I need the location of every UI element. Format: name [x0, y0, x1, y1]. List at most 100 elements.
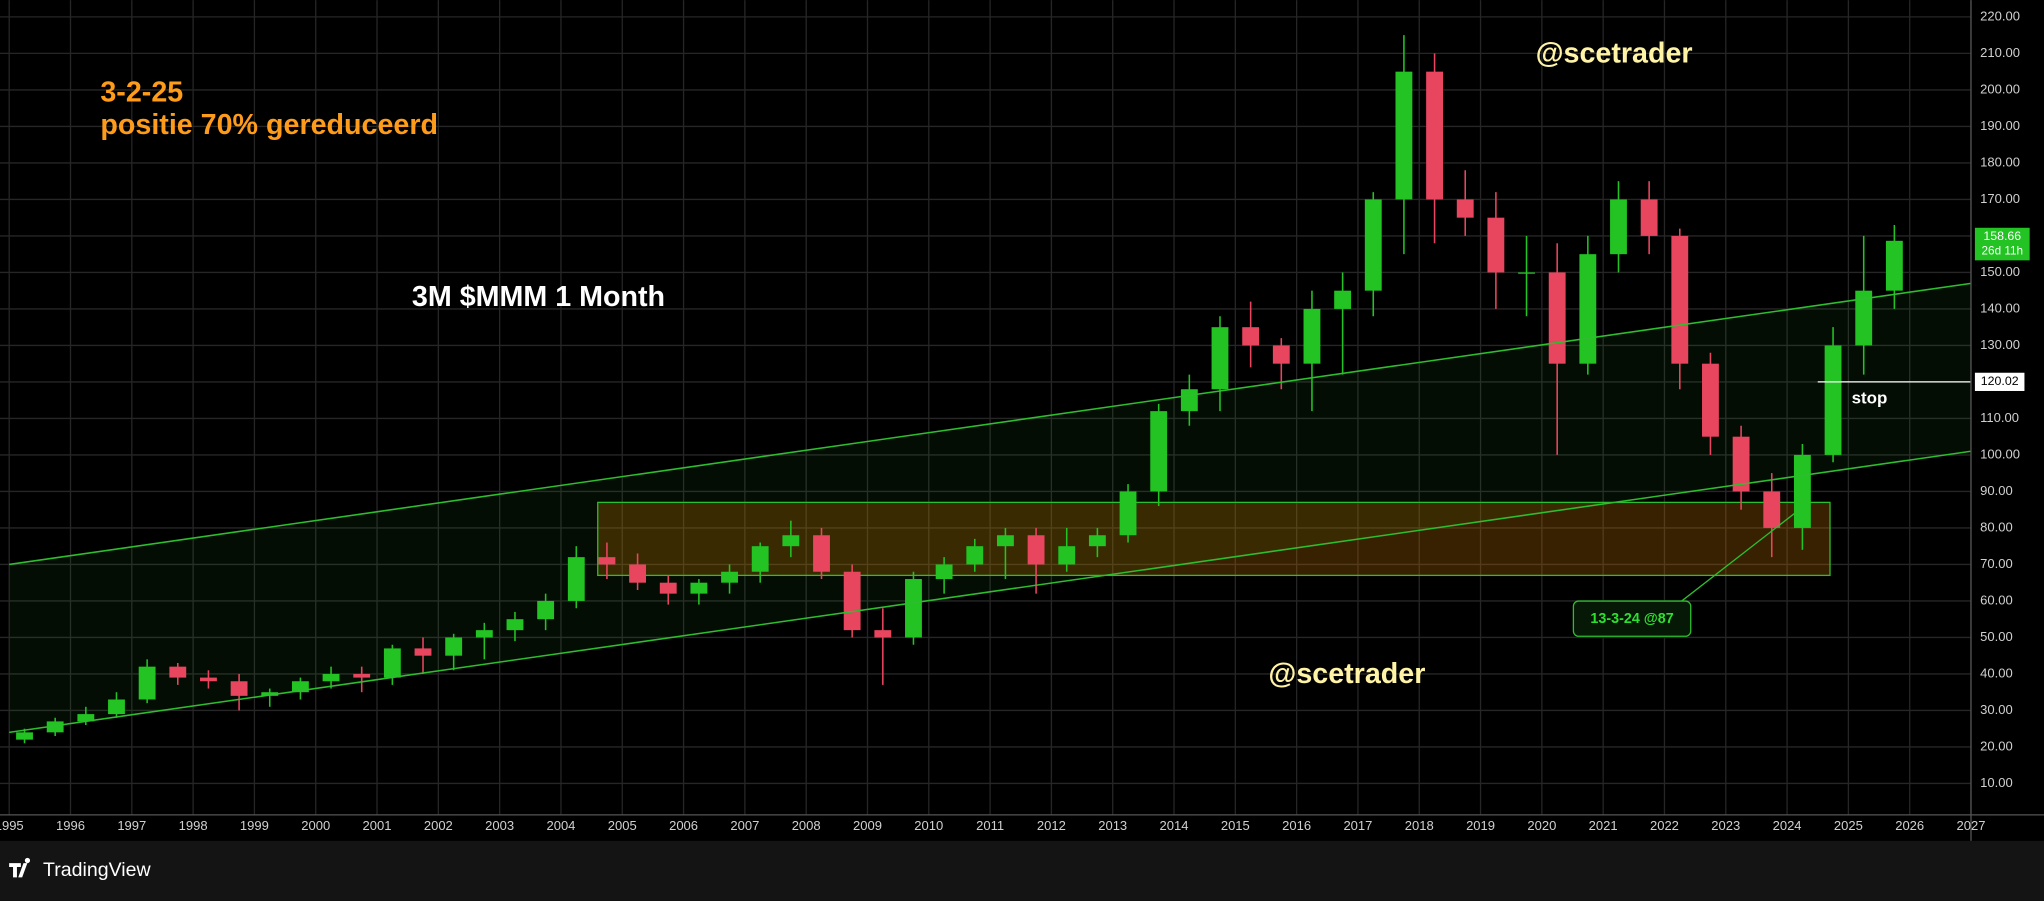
x-tick-label: 2006 — [669, 818, 698, 833]
price-axis-bg — [1972, 0, 2044, 6]
x-tick-label: 2026 — [1895, 818, 1924, 833]
candle-body — [567, 557, 585, 601]
candle-body — [1793, 454, 1811, 528]
x-tick-label: 2024 — [1773, 818, 1802, 833]
time-axis-bg — [0, 814, 1971, 841]
x-tick-label: 2025 — [1834, 818, 1863, 833]
candle-body — [935, 564, 953, 580]
candle-body — [1395, 71, 1413, 200]
x-tick-label: 2019 — [1466, 818, 1495, 833]
candle-body — [1610, 199, 1627, 255]
x-tick-label: 2000 — [301, 818, 330, 833]
x-tick-label: 2027 — [1957, 818, 1986, 833]
channel-line — [9, 282, 1972, 566]
y-tick-label: 190.00 — [1980, 118, 2020, 133]
candle-body — [1548, 272, 1566, 364]
candle-body — [690, 582, 708, 594]
candle-body — [537, 600, 555, 620]
candle-body — [108, 699, 125, 715]
x-tick-label: 2015 — [1221, 818, 1250, 833]
y-tick-label: 220.00 — [1980, 8, 2020, 23]
y-tick-label: 170.00 — [1980, 191, 2020, 206]
y-tick-label: 80.00 — [1980, 519, 2013, 534]
candle-body — [1487, 217, 1505, 273]
x-tick-label: 2016 — [1282, 818, 1311, 833]
candle-body — [169, 666, 187, 678]
candle-body — [261, 692, 279, 696]
support-zone — [597, 501, 1831, 577]
x-tick-label: 2004 — [546, 818, 575, 833]
x-tick-label: 2001 — [363, 818, 392, 833]
candle-body — [1242, 327, 1260, 346]
candle-body — [1088, 535, 1106, 547]
y-tick-label: 140.00 — [1980, 300, 2020, 315]
annotation: positie 70% gereduceerd — [100, 109, 438, 141]
y-tick-label: 110.00 — [1980, 410, 2019, 425]
candle-body — [843, 571, 861, 631]
y-tick-label: 10.00 — [1980, 775, 2013, 790]
x-tick-label: 2018 — [1405, 818, 1434, 833]
y-tick-label: 100.00 — [1980, 446, 2020, 461]
y-tick-label: 60.00 — [1980, 592, 2013, 607]
last-price-label: 158.66 — [1983, 229, 2021, 243]
candle-body — [1426, 71, 1443, 200]
candle-body — [782, 535, 800, 547]
candle-body — [1456, 199, 1474, 218]
candle-body — [966, 546, 984, 565]
x-tick-label: 2023 — [1711, 818, 1740, 833]
last-price-tag — [1974, 227, 2030, 261]
candle-body — [629, 564, 647, 583]
candle-body — [200, 677, 217, 682]
x-tick-label: 2003 — [485, 818, 514, 833]
candle-body — [291, 681, 309, 693]
candle-body — [1303, 308, 1321, 364]
candle-body — [1058, 546, 1076, 565]
candle-body — [1119, 491, 1137, 536]
candle-body — [1579, 254, 1597, 364]
candle-body — [1180, 389, 1198, 412]
candle-body — [905, 579, 922, 638]
brand: TradingView — [43, 859, 151, 881]
y-tick-label: 200.00 — [1980, 81, 2020, 96]
x-tick-label: 2021 — [1589, 818, 1618, 833]
y-tick-label: 130.00 — [1980, 337, 2020, 352]
candle-body — [1027, 535, 1045, 565]
logo-mark — [9, 857, 31, 878]
candle-body — [721, 571, 738, 583]
y-tick-label: 180.00 — [1980, 154, 2020, 169]
x-tick-label: 1996 — [56, 818, 85, 833]
callout-pointer — [1681, 509, 1800, 602]
countdown-label: 26d 11h — [1982, 244, 2024, 257]
watermark: @scetrader — [1268, 658, 1425, 690]
candle-body — [1824, 345, 1842, 455]
candle-body — [1518, 272, 1535, 274]
y-tick-label: 40.00 — [1980, 665, 2013, 680]
candle-body — [1211, 327, 1229, 390]
y-tick-label: 30.00 — [1980, 702, 2013, 717]
candle-body — [874, 630, 892, 638]
callout-box — [1572, 600, 1692, 637]
candle-body — [1763, 491, 1781, 528]
x-tick-label: 2013 — [1098, 818, 1127, 833]
candle-body — [1702, 363, 1719, 437]
chart-title: 3M $MMM 1 Month — [412, 281, 665, 313]
y-tick-label: 210.00 — [1980, 45, 2020, 60]
candle-body — [1855, 290, 1873, 346]
x-tick-label: 2020 — [1527, 818, 1556, 833]
x-tick-label: 2014 — [1160, 818, 1189, 833]
candle-body — [751, 546, 769, 572]
x-tick-label: 2010 — [914, 818, 943, 833]
candle-body — [383, 648, 401, 678]
candle-body — [1885, 240, 1903, 291]
candle-body — [475, 630, 493, 638]
x-tick-label: 1995 — [0, 818, 24, 833]
brand-logo: TradingView — [9, 857, 151, 881]
x-tick-label: 2008 — [792, 818, 821, 833]
candle-body — [1150, 411, 1168, 492]
candle-body — [322, 673, 340, 682]
watermark: @scetrader — [1536, 37, 1693, 69]
candle-body — [1334, 290, 1352, 309]
x-tick-label: 2007 — [730, 818, 759, 833]
